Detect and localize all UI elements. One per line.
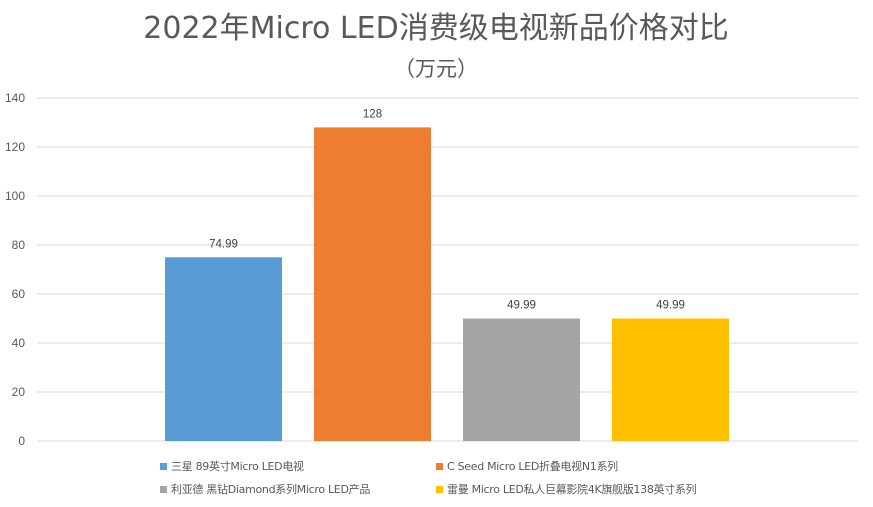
bar-3 xyxy=(463,318,580,441)
y-tick-label: 40 xyxy=(12,336,26,350)
legend-item: 三星 89英寸Micro LED电视 xyxy=(160,458,436,474)
data-label: 49.99 xyxy=(507,300,536,312)
chart-subtitle: （万元） xyxy=(394,57,478,81)
bar-2 xyxy=(314,127,431,442)
y-tick-label: 140 xyxy=(5,91,25,105)
data-label: 128 xyxy=(363,108,382,120)
legend: 三星 89英寸Micro LED电视 C Seed Micro LED折叠电视N1… xyxy=(160,458,860,497)
legend-label: C Seed Micro LED折叠电视N1系列 xyxy=(447,460,618,473)
bars xyxy=(165,127,729,442)
legend-swatch xyxy=(160,485,167,493)
legend-swatch xyxy=(436,462,443,470)
legend-label: 三星 89英寸Micro LED电视 xyxy=(171,460,304,473)
y-tick-label: 60 xyxy=(12,287,26,301)
y-tick-label: 0 xyxy=(18,434,25,448)
legend-label: 利亚德 黑钻Diamond系列Micro LED产品 xyxy=(171,483,371,496)
legend-item: 利亚德 黑钻Diamond系列Micro LED产品 xyxy=(160,481,436,497)
data-label: 74.99 xyxy=(209,238,238,250)
y-axis-ticks: 0 20 40 60 80 100 120 140 xyxy=(5,91,25,448)
legend-label: 雷曼 Micro LED私人巨幕影院4K旗舰版138英寸系列 xyxy=(447,483,697,496)
y-tick-label: 80 xyxy=(12,238,26,252)
data-labels: 74.99 128 49.99 49.99 xyxy=(209,108,685,311)
chart-title: 2022年Micro LED消费级电视新品价格对比 xyxy=(143,11,728,46)
y-tick-label: 120 xyxy=(5,140,25,154)
legend-item: C Seed Micro LED折叠电视N1系列 xyxy=(436,458,856,474)
y-tick-label: 100 xyxy=(5,189,25,203)
data-label: 49.99 xyxy=(656,300,685,312)
bar-4 xyxy=(612,318,729,441)
gridlines xyxy=(37,97,858,442)
bar-1 xyxy=(165,257,282,441)
legend-swatch xyxy=(436,485,443,493)
y-tick-label: 20 xyxy=(12,385,26,399)
legend-swatch xyxy=(160,462,167,470)
legend-item: 雷曼 Micro LED私人巨幕影院4K旗舰版138英寸系列 xyxy=(436,481,856,497)
